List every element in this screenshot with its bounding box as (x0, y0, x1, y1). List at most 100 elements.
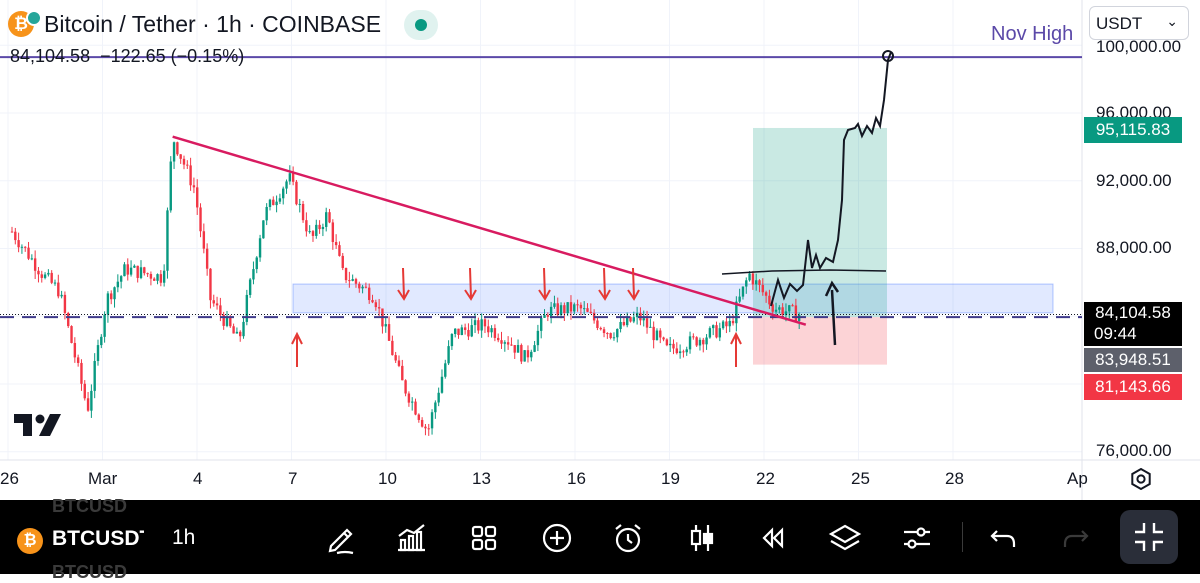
candle (275, 195, 278, 213)
draw-icon[interactable] (323, 520, 359, 556)
candle (642, 310, 645, 327)
candle (255, 256, 258, 274)
candle-body (338, 245, 341, 256)
candle (582, 301, 586, 315)
resistance-line (721, 269, 887, 275)
candle-body (414, 401, 417, 415)
layers-icon[interactable] (827, 520, 863, 556)
candle (682, 349, 685, 358)
candle-body (692, 336, 695, 338)
bar-countdown: 09:44 (1094, 324, 1137, 343)
candle (688, 331, 692, 354)
candle-body (771, 304, 774, 312)
price-change: −122.65 (−0.15%) (100, 46, 245, 66)
currency-select[interactable]: USDT ⌄ (1089, 6, 1189, 40)
candle (602, 326, 606, 338)
candle-body (685, 349, 688, 353)
candle-body (470, 325, 473, 337)
candle (460, 324, 464, 336)
candle (182, 155, 186, 170)
candle-body (599, 327, 602, 330)
candle (391, 335, 394, 356)
fullscreen-button[interactable] (1120, 510, 1178, 564)
candle (83, 380, 86, 401)
candle (665, 338, 669, 347)
candle (10, 226, 14, 233)
layout-icon[interactable] (466, 520, 502, 556)
chart-header: ₿ Bitcoin / Tether · 1h · COINBASE 84,10… (0, 0, 1080, 66)
candle-body (10, 231, 14, 233)
candle (497, 333, 500, 343)
candle (169, 156, 172, 213)
candle-body (202, 231, 206, 249)
candle-body (298, 203, 301, 205)
candlestick-series (10, 141, 801, 436)
candle-body (76, 357, 80, 363)
currency-value: USDT (1096, 14, 1143, 33)
arrow-stroke (291, 331, 303, 367)
candle-body (361, 286, 364, 289)
candle-body (672, 343, 675, 349)
candle-body (642, 318, 645, 321)
chart-area[interactable]: ₿ Bitcoin / Tether · 1h · COINBASE 84,10… (0, 0, 1200, 500)
candle-body (698, 339, 702, 346)
candle (599, 326, 602, 331)
candle-body (754, 280, 758, 285)
candle (308, 225, 311, 234)
add-icon[interactable] (539, 520, 575, 556)
candle (735, 296, 738, 332)
candle-body (199, 207, 202, 232)
candle (629, 316, 632, 323)
candle (649, 318, 652, 328)
candle (47, 269, 50, 277)
settings-sliders-icon[interactable] (899, 520, 935, 556)
candle (17, 232, 20, 253)
candle (576, 299, 579, 312)
stop-price-tag: 81,143.66 (1084, 374, 1182, 400)
indicators-icon[interactable] (393, 520, 429, 556)
candle (708, 326, 712, 339)
candle-type-icon[interactable] (684, 520, 720, 556)
interval-button[interactable]: 1h (172, 526, 196, 549)
candle (265, 203, 268, 226)
candle-body (768, 295, 771, 305)
undo-icon[interactable] (985, 520, 1021, 556)
candle (295, 179, 298, 206)
candle (291, 166, 295, 186)
candle (43, 272, 47, 280)
candle-body (784, 311, 788, 316)
candle (751, 270, 755, 290)
candle (430, 409, 434, 435)
candle (215, 296, 219, 310)
candle-body (258, 238, 262, 258)
candle (139, 260, 143, 280)
candle-body (735, 301, 738, 324)
candle (110, 290, 113, 305)
candle-body (576, 304, 579, 306)
replay-icon[interactable] (754, 520, 790, 556)
alert-icon[interactable] (610, 520, 646, 556)
candle-body (563, 305, 566, 314)
symbol-title[interactable]: Bitcoin / Tether · 1h · COINBASE (44, 11, 382, 37)
price-label-92000: 92,000.00 (1096, 171, 1172, 190)
candle (659, 328, 662, 344)
price-chart[interactable] (0, 0, 1200, 500)
chart-settings-icon[interactable] (1130, 468, 1152, 490)
candle (116, 274, 120, 293)
candle (711, 324, 715, 336)
symbol-button[interactable]: BTCUSDT (52, 527, 144, 550)
candle-body (708, 328, 712, 338)
candle (282, 186, 285, 205)
candle-body (510, 344, 513, 346)
candle (698, 337, 702, 351)
candle-body (17, 240, 20, 248)
candle-body (516, 345, 520, 353)
candle-body (212, 300, 215, 304)
candle-body (546, 315, 550, 317)
candle-body (291, 173, 295, 182)
entry-price-tag: 83,948.51 (1084, 348, 1182, 372)
candle (331, 219, 335, 250)
candle (192, 177, 196, 194)
candle-body (348, 280, 351, 282)
candle (516, 339, 520, 353)
